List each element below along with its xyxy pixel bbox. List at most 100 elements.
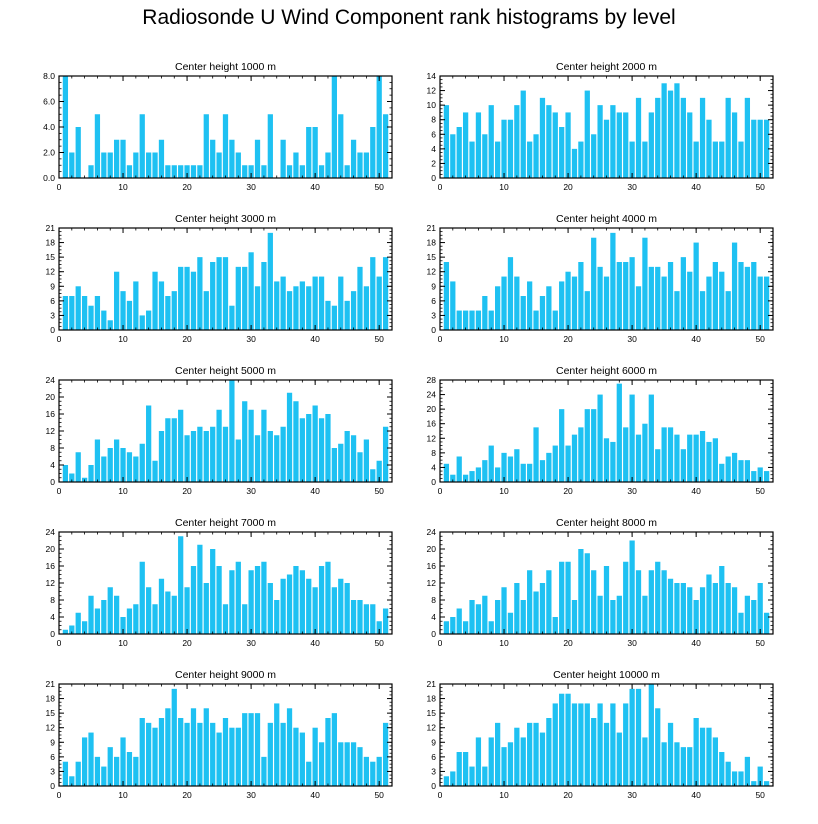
bar [533,722,539,786]
bar [286,574,293,634]
bar [642,737,648,786]
bar [370,604,376,634]
bar [635,570,642,634]
y-tick-label: 18 [46,694,56,704]
bar [712,262,718,330]
bar [462,752,469,786]
y-tick-label: 8 [431,595,436,605]
bar [280,578,286,634]
bar [642,237,648,330]
bar [350,742,357,786]
y-tick-label: 12 [427,723,437,733]
x-tick-label: 20 [182,486,192,496]
bar [533,427,539,482]
bar [450,134,456,178]
bar [507,119,514,178]
y-tick-label: 4 [431,462,436,472]
bar [248,252,254,330]
bar [559,281,565,330]
bar [597,394,603,482]
bar [520,296,526,330]
bar [242,266,248,330]
bar [216,257,222,330]
bar [152,604,158,634]
bar [126,752,133,786]
y-tick-label: 8.0 [43,71,55,81]
bar [190,708,197,786]
bar [725,761,731,786]
bar [325,152,331,178]
x-tick-label: 50 [755,182,765,192]
bar [88,305,94,330]
bar [62,76,69,178]
bar [571,276,578,330]
y-tick-label: 0.0 [43,173,55,183]
bar [578,141,584,178]
x-tick-label: 10 [499,334,509,344]
bar [719,463,725,482]
bar [254,139,261,178]
y-tick-label: 12 [46,578,56,588]
bar [158,578,165,634]
bar [331,587,337,634]
y-tick-label: 24 [46,527,56,537]
bar [235,561,241,634]
bar [520,463,526,482]
panel: Center height 4000 m 0 3 6 9 12 15 18 21 0 10 20 30 4… [427,213,774,344]
y-tick-label: 21 [427,679,437,689]
bar [293,401,299,482]
bar [242,713,248,786]
bar [687,587,693,634]
bar [229,727,235,786]
y-tick-label: 0 [50,477,55,487]
bar [197,426,203,482]
x-tick-label: 40 [310,638,320,648]
bar [597,595,603,634]
bar [610,105,616,178]
bar [712,438,718,482]
bar [299,281,305,330]
bar [184,266,190,330]
bar [655,449,661,482]
y-tick-label: 0 [50,325,55,335]
bar [655,561,661,634]
bar [693,242,699,330]
bar [527,281,533,330]
bar [469,471,475,482]
panel: Center height 5000 m 0 4 8 12 16 20 24 0 10 20 30 40… [46,365,393,496]
bar [107,747,113,786]
bar [299,570,305,634]
y-tick-label: 18 [46,238,56,248]
panel-title: Center height 5000 m [175,365,276,377]
bar [126,608,133,634]
bar [763,612,770,634]
bar [610,703,616,786]
bar [312,127,318,178]
bar [376,756,382,786]
bar [603,119,610,178]
bar [507,257,514,330]
bar [687,434,693,482]
bar [655,708,661,786]
y-tick-label: 0 [50,629,55,639]
bar [222,257,229,330]
x-tick-label: 0 [57,790,62,800]
bar [382,608,389,634]
bar [527,570,533,634]
bar [565,445,571,482]
bar [763,276,770,330]
y-tick-label: 15 [46,252,56,262]
bar [69,473,75,482]
y-tick-label: 15 [427,252,437,262]
bar [114,595,120,634]
bar [338,578,344,634]
bar [616,595,622,634]
bar [571,600,578,634]
y-tick-label: 12 [46,426,56,436]
bar [648,684,654,786]
x-tick-label: 20 [182,638,192,648]
bar [667,722,674,786]
bar [514,105,520,178]
bar [744,595,751,634]
bar [655,266,661,330]
